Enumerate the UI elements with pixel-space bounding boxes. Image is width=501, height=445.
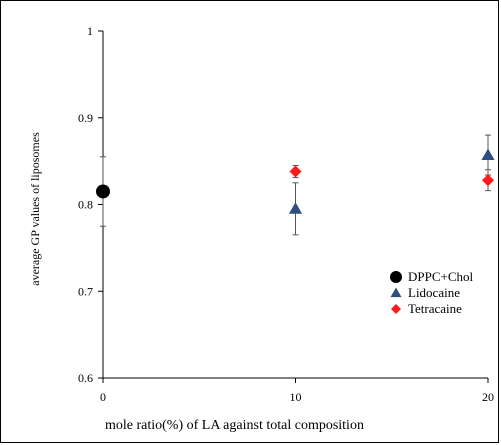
x-axis-label: mole ratio(%) of LA against total compos… [105,418,364,433]
y-tick-label: 1 [87,24,93,38]
tetracaine-point [482,174,494,187]
legend-marker-dppc-chol [390,271,402,283]
y-tick-label: 0.7 [78,284,93,298]
lidocaine-point [288,202,303,214]
y-axis-label: average GP values of liposomes [28,132,42,286]
y-tick-label: 0.6 [78,371,93,385]
x-tick-label: 20 [482,390,494,404]
dppc-chol-point [96,184,110,199]
legend-label-tetracaine: Tetracaine [408,301,462,316]
y-tick-label: 0.9 [78,111,93,125]
ticks: 0.60.70.80.910 10 20 [78,24,494,404]
x-tick-label: 10 [290,390,302,404]
x-tick-label: 0 [100,390,106,404]
data-marks [96,134,495,236]
tetracaine-point [289,165,302,178]
legend-marker-lidocaine [390,287,402,298]
legend-label-lidocaine: Lidocaine [408,285,460,300]
legend-label-dppc-chol: DPPC+Chol [408,269,474,284]
lidocaine-point [481,148,495,161]
y-tick-label: 0.8 [78,198,93,212]
legend-marker-tetracaine [391,304,401,314]
